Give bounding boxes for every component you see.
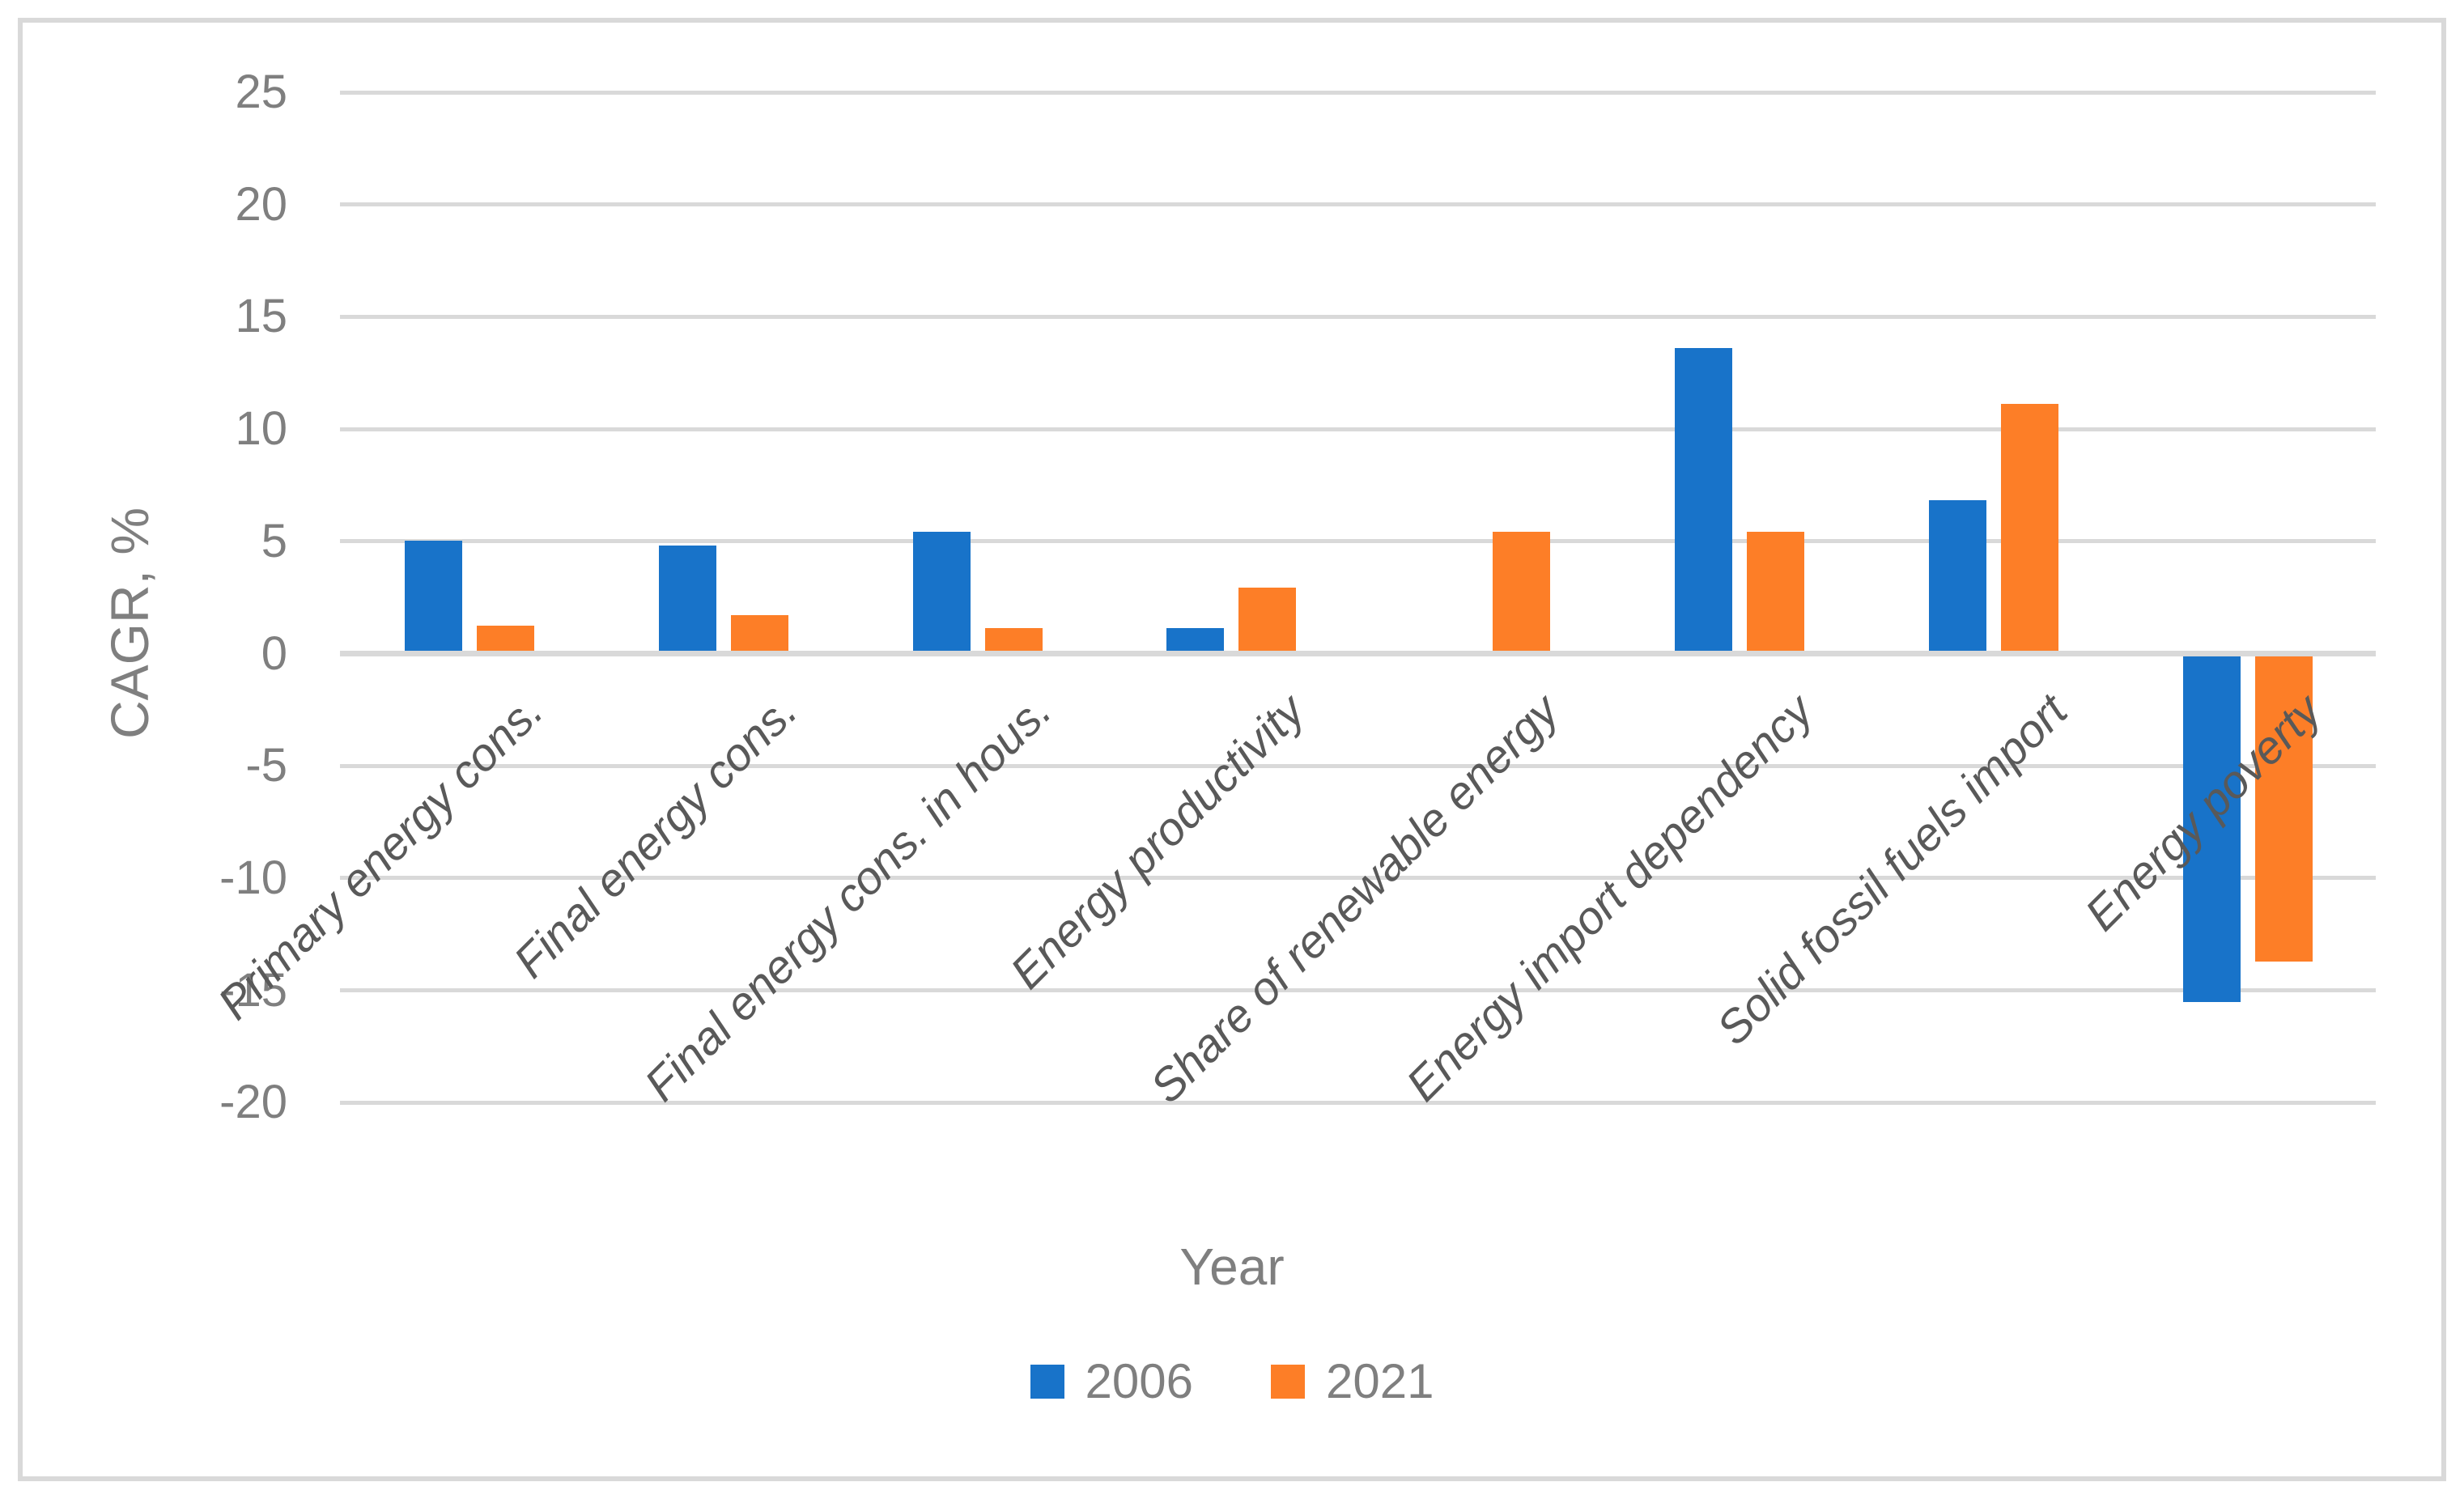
y-tick-label: 10 bbox=[235, 402, 287, 456]
bar-2021-1 bbox=[730, 614, 788, 651]
bar-2006-6 bbox=[1928, 500, 1986, 651]
bar-2021-5 bbox=[1747, 531, 1804, 651]
bar-2006-0 bbox=[405, 541, 462, 651]
zero-axis-line bbox=[340, 651, 2376, 656]
bar-2021-3 bbox=[1238, 588, 1297, 651]
x-axis-title: Year bbox=[1179, 1238, 1285, 1296]
y-tick-label: 25 bbox=[235, 66, 287, 118]
bar-2006-1 bbox=[658, 545, 716, 651]
y-tick-label: -15 bbox=[219, 963, 287, 1017]
legend-item-2006: 2006 bbox=[1030, 1353, 1193, 1409]
bar-2021-0 bbox=[477, 626, 534, 651]
gridline bbox=[340, 539, 2376, 544]
bar-2021-2 bbox=[984, 628, 1043, 651]
bar-2021-6 bbox=[2000, 403, 2058, 651]
bar-2006-2 bbox=[912, 531, 971, 651]
y-tick-label: 15 bbox=[235, 290, 287, 343]
y-tick-label: -10 bbox=[219, 851, 287, 904]
gridline bbox=[340, 763, 2376, 768]
bar-2006-3 bbox=[1166, 628, 1225, 651]
gridline bbox=[340, 90, 2376, 95]
legend-label: 2006 bbox=[1085, 1354, 1193, 1408]
bar-2021-4 bbox=[1493, 531, 1551, 651]
gridline bbox=[340, 876, 2376, 881]
y-tick-label: -5 bbox=[245, 739, 287, 792]
gridline bbox=[340, 427, 2376, 431]
legend-item-2021: 2021 bbox=[1271, 1353, 1434, 1409]
bar-2006-5 bbox=[1675, 347, 1732, 651]
gridline bbox=[340, 1100, 2376, 1105]
y-tick-label: 5 bbox=[261, 514, 287, 567]
y-axis-title: CAGR, % bbox=[100, 507, 159, 740]
legend-swatch-2021 bbox=[1271, 1364, 1305, 1399]
y-tick-label: -20 bbox=[219, 1076, 287, 1129]
legend-label: 2021 bbox=[1326, 1354, 1434, 1408]
y-tick-label: 20 bbox=[235, 177, 287, 231]
bar-2006-7 bbox=[2182, 656, 2241, 1003]
legend-swatch-2006 bbox=[1030, 1364, 1064, 1399]
gridline bbox=[340, 988, 2376, 993]
gridline bbox=[340, 202, 2376, 207]
chart-border bbox=[18, 18, 2446, 1481]
bar-2021-7 bbox=[2254, 656, 2313, 962]
legend: 2006 2021 bbox=[0, 1353, 2464, 1409]
y-tick-label: 0 bbox=[261, 626, 287, 680]
gridline bbox=[340, 314, 2376, 319]
